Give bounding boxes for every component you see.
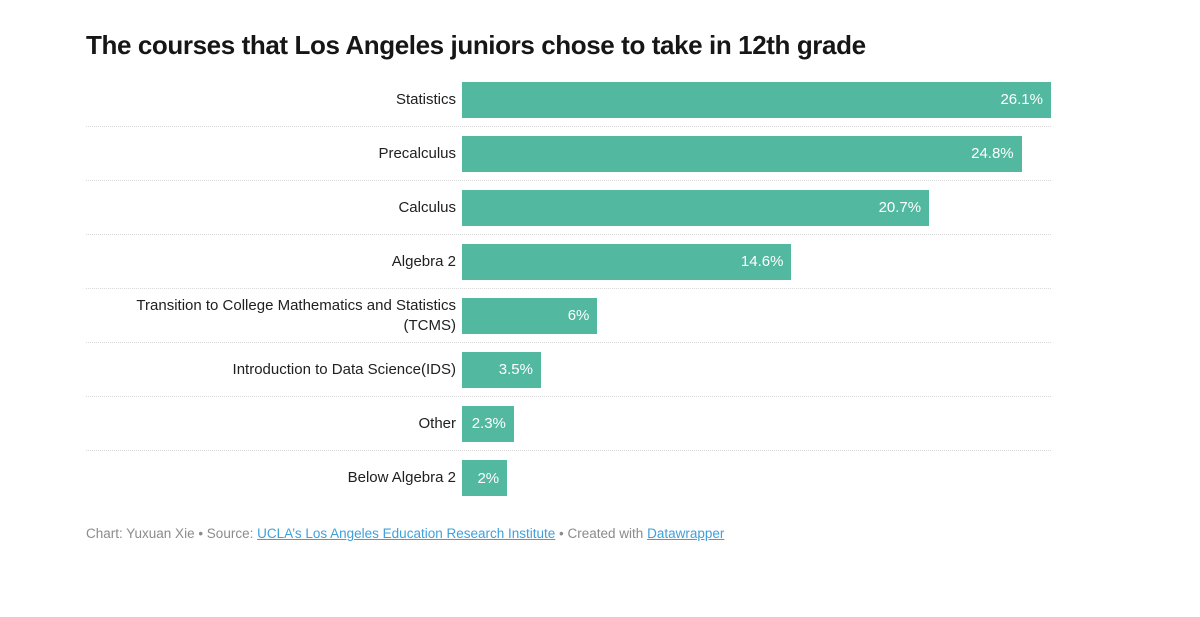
bar-value-label: 26.1% — [1000, 91, 1043, 108]
bar: 26.1% — [462, 81, 1051, 118]
bar: 14.6% — [462, 243, 792, 280]
category-label: Introduction to Data Science(IDS) — [232, 360, 456, 378]
bar-track: 24.8% — [462, 135, 1051, 172]
bar: 6% — [462, 297, 598, 334]
page-title: The courses that Los Angeles juniors cho… — [86, 30, 866, 60]
chart-row: Below Algebra 2 2% — [86, 451, 1051, 505]
category-label: Below Algebra 2 — [347, 469, 456, 487]
bar-track: 14.6% — [462, 243, 1051, 280]
category-label: Statistics — [395, 90, 456, 108]
chart-row: Introduction to Data Science(IDS) 3.5% — [86, 343, 1051, 397]
bar: 24.8% — [462, 135, 1022, 172]
chart-row: Other 2.3% — [86, 397, 1051, 451]
bar-value-label: 2.3% — [471, 415, 506, 432]
source-link[interactable]: UCLA’s Los Angeles Education Research In… — [257, 526, 556, 541]
chart-row: Transition to College Mathematics and St… — [86, 289, 1051, 343]
chart-row: Precalculus 24.8% — [86, 127, 1051, 181]
bar-track: 2% — [462, 460, 1051, 496]
bar: 3.5% — [462, 351, 541, 388]
chart-row: Algebra 2 14.6% — [86, 235, 1051, 289]
bar-value-label: 2% — [477, 469, 500, 487]
bar-value-label: 3.5% — [498, 361, 533, 378]
created-with-text: • Created with — [559, 526, 644, 541]
chart-row: Calculus 20.7% — [86, 181, 1051, 235]
bar-track: 20.7% — [462, 189, 1051, 226]
bar-value-label: 24.8% — [971, 145, 1014, 162]
bar: 2% — [462, 460, 508, 496]
footer-credits: Chart: Yuxuan Xie • Source: UCLA’s Los A… — [86, 526, 724, 541]
datawrapper-link[interactable]: Datawrapper — [647, 526, 725, 541]
bar-track: 6% — [462, 297, 1051, 334]
chart-credit-text: Chart: Yuxuan Xie • Source: — [86, 526, 254, 541]
bar-chart: Statistics 26.1% Precalculus 24.8% Calcu… — [86, 73, 1051, 505]
bar: 20.7% — [462, 189, 930, 226]
bar-value-label: 14.6% — [740, 253, 784, 270]
category-label: Algebra 2 — [391, 252, 456, 270]
bar-value-label: 6% — [567, 307, 590, 324]
category-label: Transition to College Mathematics and St… — [136, 297, 456, 334]
bar-track: 3.5% — [462, 351, 1051, 388]
category-label: Calculus — [398, 198, 456, 216]
category-label: Precalculus — [378, 144, 456, 162]
bar-track: 2.3% — [462, 405, 1051, 442]
bar-value-label: 20.7% — [878, 199, 922, 216]
bar-track: 26.1% — [462, 81, 1051, 118]
category-label: Other — [418, 414, 456, 432]
bar: 2.3% — [462, 405, 514, 442]
chart-row: Statistics 26.1% — [86, 73, 1051, 127]
